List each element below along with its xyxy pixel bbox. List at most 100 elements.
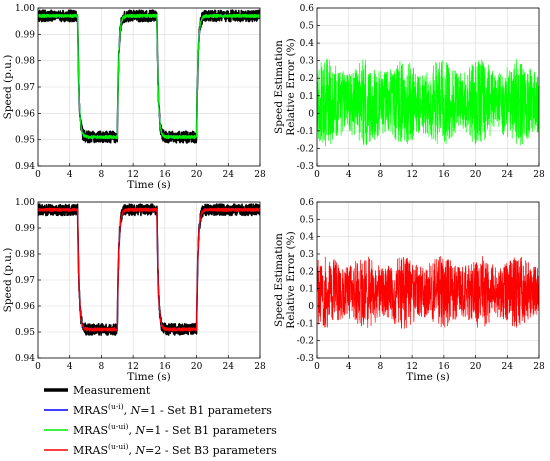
series-line-mras-u-ui-n-1-set-b1-parameters: [317, 58, 539, 147]
y-tick-label: 0.4: [300, 39, 315, 49]
legend-label-mras-uui-n2: MRAS(u-ui), N=2 - Set B3 parameters: [73, 442, 277, 457]
x-tick-label: 4: [346, 170, 352, 180]
legend-item-mras-uui-n2: MRAS(u-ui), N=2 - Set B3 parameters: [44, 442, 277, 457]
y-tick-label: 0.4: [300, 233, 315, 243]
series-line-measurement: [38, 203, 260, 336]
panel-top-left: 0 4 8 12 16 20 24 28 0.94 0.95 0.96 0.97 0.98 0.99 1.0…: [2, 4, 266, 191]
y-tick-label: 0.94: [15, 162, 35, 172]
x-axis-label: Time (s): [406, 371, 449, 383]
y-axis-label: Speed Estimation: [273, 40, 285, 134]
x-tick-label: 12: [406, 170, 417, 180]
y-tick-label: -0.1: [297, 319, 314, 329]
x-tick-label: 28: [533, 362, 545, 372]
x-tick-label: 0: [35, 362, 41, 372]
series-group: [317, 255, 539, 329]
legend: Measurement MRAS(u-i), N=1 - Set B1 para…: [44, 384, 277, 457]
x-tick-label: 20: [470, 170, 482, 180]
y-tick-label: 0.96: [15, 302, 35, 312]
y-tick-label: 0.94: [15, 354, 35, 364]
x-tick-label: 4: [67, 170, 73, 180]
y-tick-label: 0.98: [15, 57, 35, 67]
x-tick-label: 4: [67, 362, 73, 372]
y-tick-label: 0.5: [300, 22, 315, 32]
x-tick-label: 12: [127, 170, 138, 180]
x-tick-label: 20: [191, 362, 203, 372]
y-axis-label: Speed (p.u.): [2, 248, 14, 313]
y-axis-label: Speed (p.u.): [2, 55, 14, 120]
x-tick-label: 16: [438, 170, 450, 180]
x-axis-label: Time (s): [127, 371, 170, 383]
legend-label-mras-ui-n1: MRAS(u-i), N=1 - Set B1 parameters: [73, 402, 272, 417]
panel-bottom-right: 0 4 8 12 16 20 24 28 -0.3 -0.2 -0.1 0 0.1 0.2 0.3 0.4 0.…: [273, 198, 545, 383]
panel-top-right: 0 4 8 12 16 20 24 28 -0.3 -0.2 -0.1 0 0.1 0.2 0.3 0.4 0.…: [273, 4, 545, 180]
x-tick-label: 24: [502, 362, 514, 372]
y-tick-label: 0.98: [15, 250, 35, 260]
y-tick-label: 0: [308, 109, 314, 119]
x-tick-label: 24: [502, 170, 514, 180]
axes-frame: [316, 7, 540, 167]
y-tick-label: 0.95: [15, 328, 35, 338]
y-tick-label: 0.2: [300, 74, 314, 84]
y-tick-label: 0.1: [300, 285, 314, 295]
series-line-mras-u-ui-n-2-set-b3-parameters: [38, 207, 260, 332]
panel-bottom-left: 0 4 8 12 16 20 24 28 0.94 0.95 0.96 0.97 0.98 0.99 1.0…: [2, 198, 266, 383]
legend-label-mras-uui-n1: MRAS(u-ui), N=1 - Set B1 parameters: [73, 422, 277, 437]
y-tick-label: 0.99: [15, 224, 35, 234]
x-tick-label: 12: [406, 362, 417, 372]
x-axis-label: Time (s): [127, 179, 170, 191]
y-tick-label: 0.3: [300, 250, 315, 260]
y-axis-label: Relative Error (%): [285, 38, 297, 135]
y-tick-label: -0.2: [297, 144, 314, 154]
x-tick-label: 8: [99, 170, 105, 180]
x-tick-label: 8: [99, 362, 105, 372]
x-tick-label: 8: [378, 170, 384, 180]
y-tick-label: 0.96: [15, 109, 35, 119]
x-tick-label: 0: [314, 170, 320, 180]
x-tick-label: 24: [223, 362, 235, 372]
y-tick-label: -0.2: [297, 337, 314, 347]
y-tick-label: 0.99: [15, 30, 35, 40]
y-tick-label: 0.97: [15, 276, 35, 286]
y-tick-label: -0.3: [297, 354, 315, 364]
series-group: [38, 9, 260, 144]
y-tick-label: 0.3: [300, 57, 315, 67]
y-tick-label: 1.00: [15, 198, 35, 208]
x-tick-label: 24: [223, 170, 235, 180]
y-tick-label: 0.97: [15, 83, 35, 93]
x-tick-label: 16: [159, 362, 171, 372]
y-tick-label: 0.1: [300, 92, 314, 102]
x-tick-label: 4: [346, 362, 352, 372]
series-line-mras-u-ui-n-1-set-b1-parameters: [38, 13, 260, 140]
y-tick-label: 0: [308, 302, 314, 312]
y-tick-label: 0.6: [300, 198, 315, 208]
legend-label-measurement: Measurement: [73, 384, 151, 397]
legend-item-measurement: Measurement: [44, 384, 151, 397]
y-tick-label: 1.00: [15, 4, 35, 14]
x-tick-label: 28: [254, 362, 266, 372]
y-tick-label: 0.2: [300, 267, 314, 277]
axes-frame: [316, 201, 540, 359]
x-tick-label: 20: [470, 362, 482, 372]
y-tick-label: 0.6: [300, 4, 315, 14]
y-axis-label: Relative Error (%): [285, 231, 297, 328]
x-tick-label: 28: [533, 170, 545, 180]
series-group: [317, 58, 539, 147]
x-tick-label: 8: [378, 362, 384, 372]
y-tick-label: 0.95: [15, 136, 35, 146]
x-tick-label: 28: [254, 170, 266, 180]
x-tick-label: 16: [438, 362, 450, 372]
x-tick-label: 12: [127, 362, 138, 372]
series-line-mras-u-ui-n-2-set-b3-parameters: [317, 255, 539, 329]
y-tick-label: 0.5: [300, 215, 315, 225]
x-tick-label: 20: [191, 170, 203, 180]
x-tick-label: 0: [35, 170, 41, 180]
legend-item-mras-ui-n1: MRAS(u-i), N=1 - Set B1 parameters: [44, 402, 272, 417]
legend-item-mras-uui-n1: MRAS(u-ui), N=1 - Set B1 parameters: [44, 422, 277, 437]
y-axis-label: Speed Estimation: [273, 233, 285, 327]
x-tick-label: 0: [314, 362, 320, 372]
x-tick-label: 16: [159, 170, 171, 180]
y-tick-label: -0.3: [297, 162, 315, 172]
series-group: [38, 203, 260, 336]
y-tick-label: -0.1: [297, 127, 314, 137]
